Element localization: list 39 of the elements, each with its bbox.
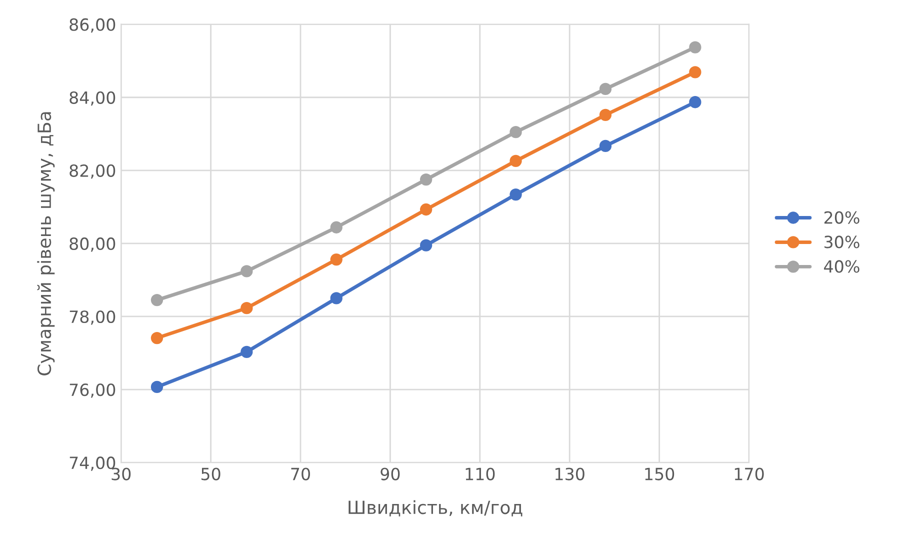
point [599,108,612,121]
point [330,253,342,266]
x-tick-label: 110 [466,468,495,480]
point [240,302,253,314]
point [689,96,702,108]
point [420,239,432,252]
point [150,380,164,394]
y-tick-label: 86,00 [70,18,116,33]
y-tick-label: 80,00 [70,237,116,252]
y-tick-label: 76,00 [70,383,116,398]
y-tick-label: 84,00 [70,91,116,106]
point [420,173,432,186]
point [510,154,522,167]
y-tick-label: 82,00 [70,164,116,179]
x-tick-label: 170 [734,468,764,480]
point [689,41,702,54]
legend-label: 40% [824,260,860,273]
point [150,332,164,344]
point [330,221,342,234]
point [599,140,612,152]
point [150,294,164,306]
x-tick-label: 90 [380,468,400,480]
point [689,66,702,78]
x-tick-label: 70 [291,468,310,480]
x-tick-label: 130 [556,468,584,480]
point [240,346,253,358]
x-axis-title: Швидкість, км/год [348,500,522,516]
y-tick-label: 78,00 [70,310,116,325]
point [510,126,522,138]
point [599,82,612,96]
point [510,188,522,201]
x-tick-label: 50 [201,468,220,480]
legend-label: 20% [824,211,860,224]
point [420,203,432,216]
legend-label: 30% [824,236,860,248]
y-axis-title: Сумарний рівень шуму, дБа [37,112,55,376]
x-tick-label: 150 [645,468,674,480]
point [330,292,342,304]
point [240,265,253,278]
